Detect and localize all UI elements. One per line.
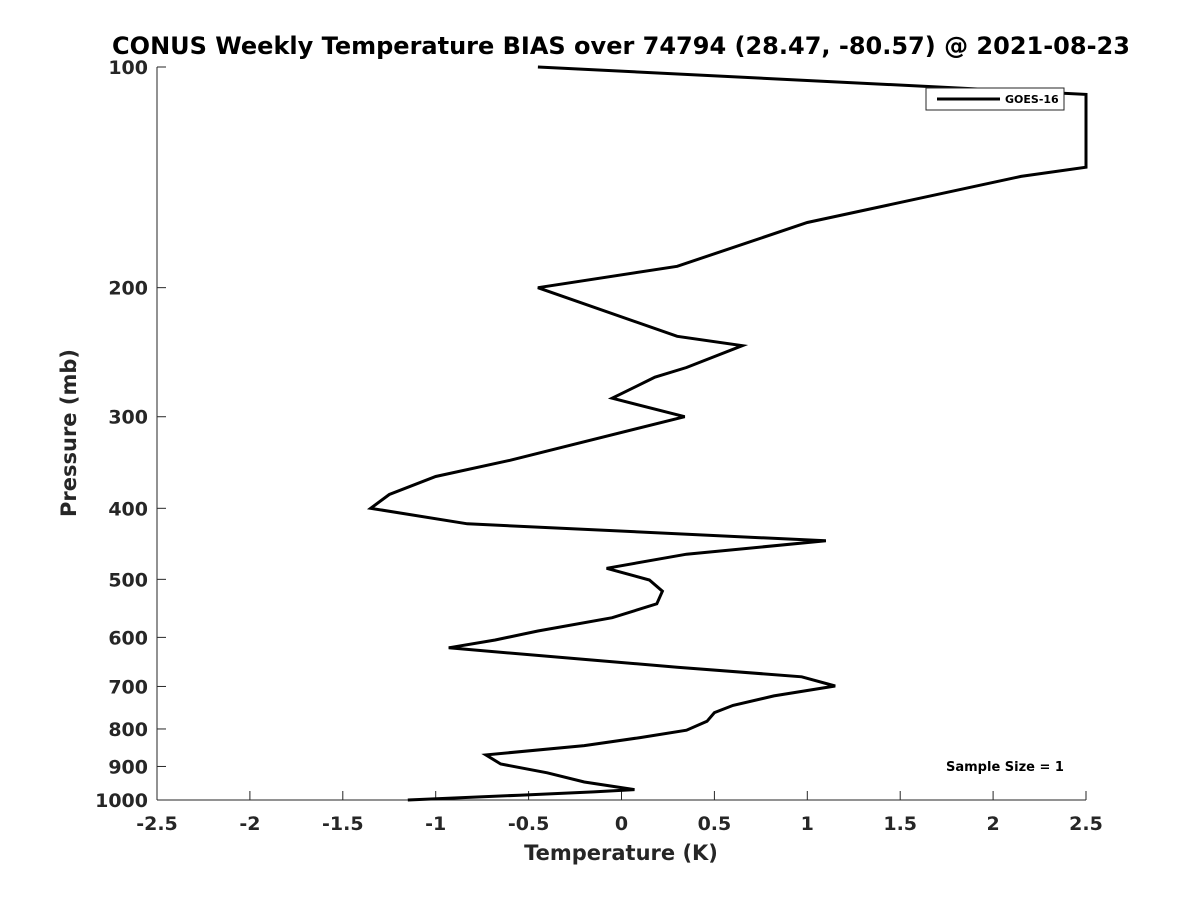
y-ticks: 100 200 300 400 500 600 700 800 900 1000 bbox=[95, 57, 166, 812]
legend: GOES-16 bbox=[925, 87, 1065, 111]
x-tick-label: -2 bbox=[239, 813, 260, 835]
series-layer bbox=[366, 65, 1088, 802]
x-tick-label: 2.5 bbox=[1069, 813, 1103, 835]
x-tick-label: 0 bbox=[615, 813, 628, 835]
chart-title: CONUS Weekly Temperature BIAS over 74794… bbox=[112, 32, 1130, 60]
y-tick-label: 800 bbox=[108, 719, 148, 741]
y-tick-label: 400 bbox=[108, 498, 148, 520]
x-tick-label: 1 bbox=[801, 813, 814, 835]
y-tick-label: 1000 bbox=[95, 790, 148, 812]
x-tick-label: -2.5 bbox=[136, 813, 178, 835]
x-axis-label: Temperature (K) bbox=[524, 841, 718, 865]
series-line-goes-16 bbox=[366, 65, 1088, 802]
y-tick-label: 600 bbox=[108, 627, 148, 649]
sample-size-annotation: Sample Size = 1 bbox=[946, 760, 1064, 775]
x-tick-label: -1 bbox=[425, 813, 446, 835]
x-tick-label: 1.5 bbox=[883, 813, 917, 835]
y-tick-label: 900 bbox=[108, 756, 148, 778]
x-tick-label: 2 bbox=[986, 813, 999, 835]
legend-label-goes-16: GOES-16 bbox=[1005, 93, 1059, 106]
y-tick-label: 700 bbox=[108, 676, 148, 698]
y-tick-label: 300 bbox=[108, 407, 148, 429]
x-ticks: -2.5 -2 -1.5 -1 -0.5 0 0.5 1 1.5 2 2.5 bbox=[136, 791, 1103, 835]
x-tick-label: -1.5 bbox=[322, 813, 364, 835]
x-tick-label: 0.5 bbox=[698, 813, 732, 835]
y-tick-label: 200 bbox=[108, 278, 148, 300]
y-tick-label: 500 bbox=[108, 569, 148, 591]
y-tick-label: 100 bbox=[108, 57, 148, 79]
x-tick-label: -0.5 bbox=[508, 813, 550, 835]
y-axis-label: Pressure (mb) bbox=[57, 349, 81, 517]
